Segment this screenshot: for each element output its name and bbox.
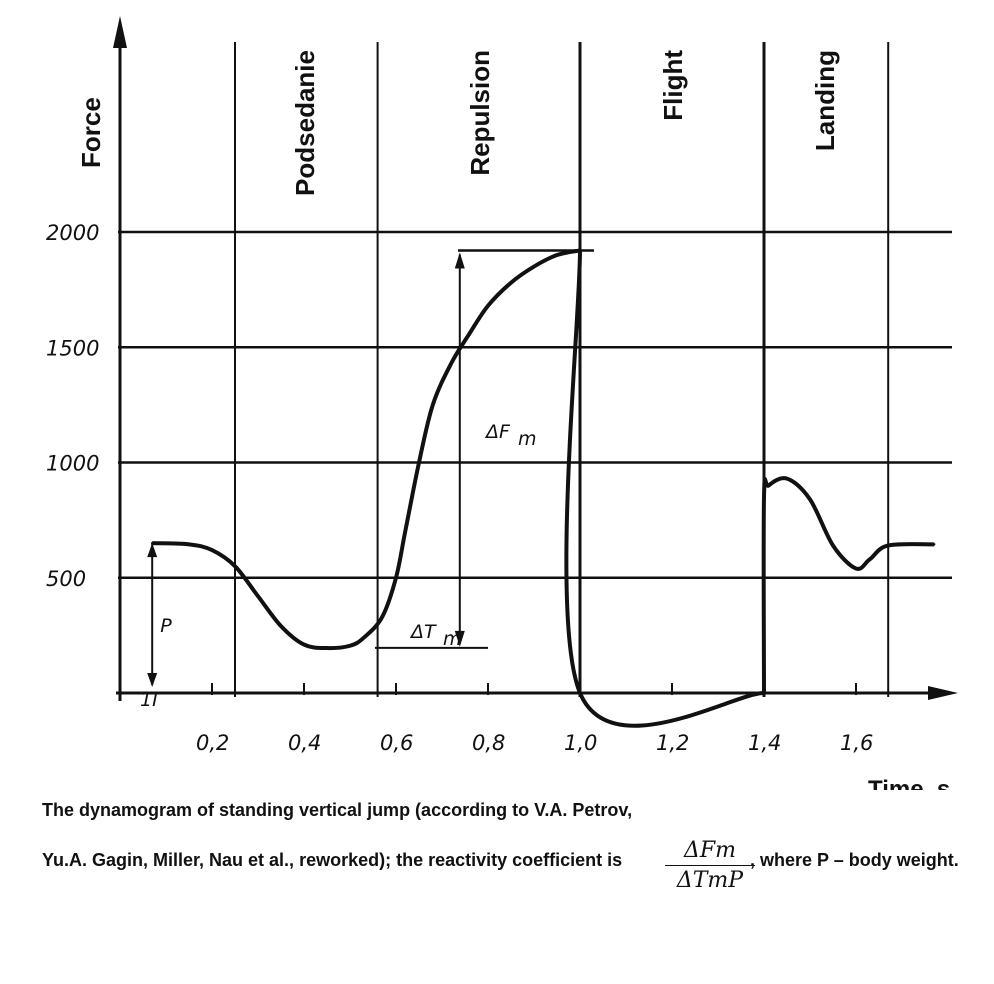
data-point (762, 691, 766, 695)
formula-denominator: ΔTmP (676, 868, 744, 893)
data-point (486, 304, 490, 307)
data-point (509, 281, 513, 284)
x-axis-title: Time, s (868, 776, 950, 790)
data-point (404, 530, 407, 533)
ytick-label-500: 500 (46, 567, 86, 591)
xtick-label-0,2: 0,2 (196, 731, 229, 755)
data-point (578, 691, 582, 695)
deltat-label: ΔT (409, 621, 437, 643)
caption-line-1: The dynamogram of standing vertical jump… (42, 800, 633, 820)
phase-label-flight: Flight (658, 50, 688, 121)
deltaf-arrow-head-down (454, 630, 465, 647)
dynamogram-chart: P ΔF m ΔT m 1I 500 1000 1500 2000 0,2 0,4 0,6 0,8 1,0… (46, 16, 958, 790)
data-point (431, 403, 434, 407)
grid-lines (118, 42, 952, 697)
data-point (417, 461, 421, 464)
y-axis-title: Force (76, 97, 106, 168)
data-point (348, 644, 352, 647)
phase-label-repulsion: Repulsion (465, 50, 495, 176)
y-axis-arrow (113, 16, 127, 48)
data-point (933, 543, 936, 546)
p-arrow-head-up (147, 543, 158, 558)
data-point (210, 548, 214, 552)
deltaf-arrow-head-up (454, 252, 465, 269)
xtick-label-1,6: 1,6 (840, 731, 873, 755)
data-point (868, 558, 871, 561)
data-point (532, 265, 536, 268)
data-point (302, 643, 306, 646)
data-point (233, 565, 237, 568)
axes (113, 16, 958, 701)
data-point (325, 646, 329, 650)
phase-label-podsedanie: Podsedanie (290, 50, 320, 196)
reactivity-formula: ΔFm ΔTmP (665, 838, 755, 893)
data-point (394, 576, 398, 579)
formula-comma: , (750, 850, 756, 870)
data-point (767, 484, 770, 487)
x-axis-arrow (928, 686, 958, 700)
deltat-subscript: m (443, 628, 462, 650)
data-point (450, 362, 453, 365)
deltaf-subscript: m (518, 428, 537, 450)
data-point (762, 495, 766, 499)
xtick-label-1,0: 1,0 (564, 731, 597, 755)
data-point (187, 543, 191, 546)
xtick-label-1,2: 1,2 (656, 731, 689, 755)
xtick-label-0,6: 0,6 (380, 731, 413, 755)
phase-label-landing: Landing (810, 50, 840, 151)
formula-numerator: ΔFm (665, 838, 755, 866)
force-curve (152, 248, 935, 728)
xtick-label-1,4: 1,4 (748, 731, 781, 755)
data-point (279, 624, 283, 628)
origin-mark: 1I (140, 689, 158, 711)
data-point (555, 253, 559, 257)
data-point (362, 636, 365, 639)
data-point (256, 594, 260, 598)
data-point (831, 544, 835, 547)
p-arrow-head-down (147, 673, 158, 687)
data-point (887, 544, 890, 547)
annotations: P ΔF m ΔT m 1I (140, 249, 594, 711)
caption-line-2: Yu.A. Gagin, Miller, Nau et al., reworke… (42, 850, 623, 870)
ytick-label-1000: 1000 (46, 452, 99, 476)
p-label: P (160, 615, 172, 637)
ytick-label-1500: 1500 (46, 336, 99, 360)
deltaf-label: ΔF (484, 421, 511, 443)
curve-layer (151, 248, 936, 728)
xtick-label-0,4: 0,4 (288, 731, 321, 755)
data-point (808, 498, 812, 501)
data-point (785, 477, 789, 480)
data-point (854, 567, 858, 570)
data-point (468, 332, 471, 335)
labels: 500 1000 1500 2000 0,2 0,4 0,6 0,8 1,0 1,2 1,4 1,6 F… (46, 50, 950, 790)
data-point (381, 615, 384, 619)
ytick-label-2000: 2000 (46, 221, 99, 245)
xtick-label-0,8: 0,8 (472, 731, 505, 755)
caption-line-2-end: where P – body weight. (760, 850, 959, 870)
